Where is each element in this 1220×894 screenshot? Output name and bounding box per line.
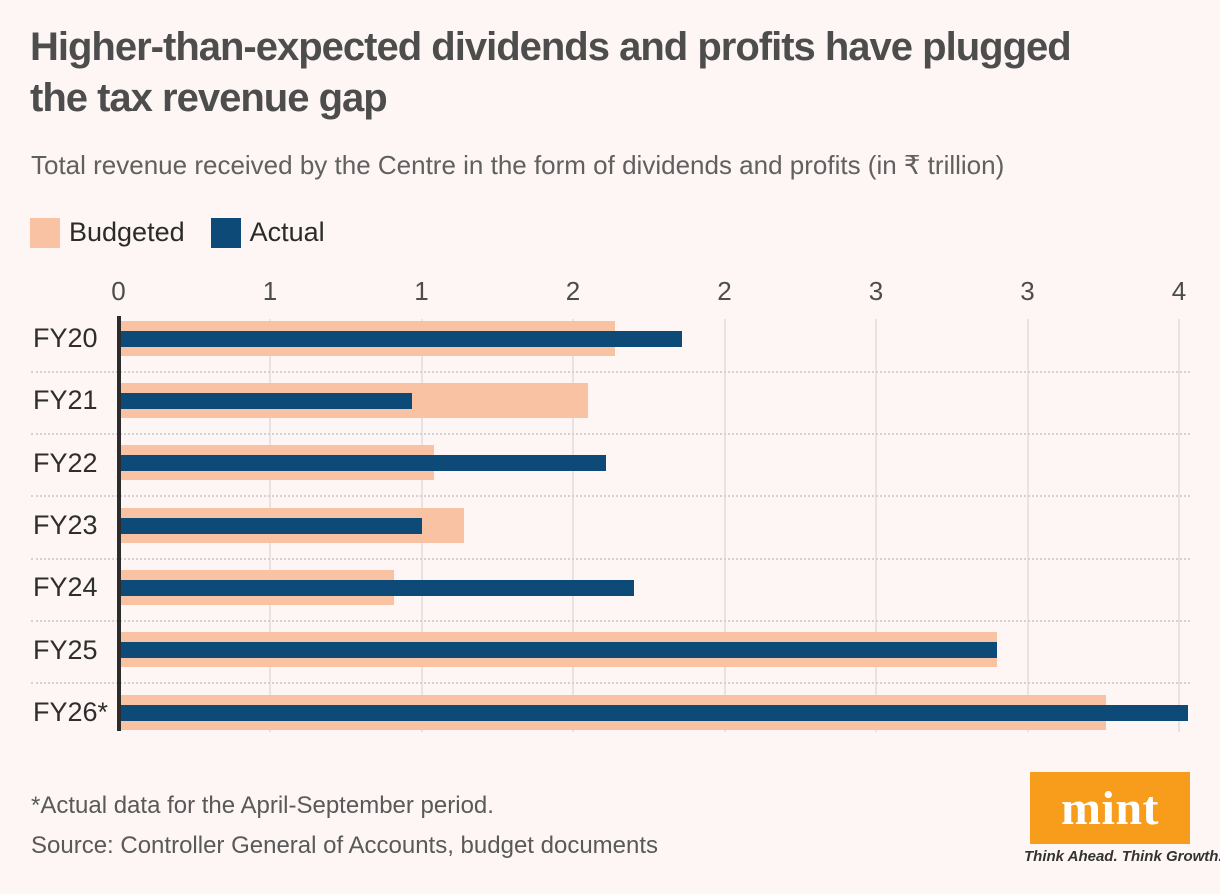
bar-actual xyxy=(118,455,607,472)
footnote: *Actual data for the April-September per… xyxy=(31,792,494,819)
x-gridline xyxy=(572,319,574,732)
chart-subtitle: Total revenue received by the Centre in … xyxy=(31,150,1005,180)
mint-logo: mint xyxy=(1030,772,1190,844)
legend-label-budgeted: Budgeted xyxy=(69,217,185,247)
x-tick-label: 3 xyxy=(1020,276,1035,306)
x-tick-label: 4 xyxy=(1171,276,1187,306)
legend: Budgeted Actual xyxy=(30,217,325,248)
legend-item-budgeted: Budgeted xyxy=(30,217,185,248)
x-gridline xyxy=(875,319,877,732)
category-label: FY26* xyxy=(33,697,109,728)
page-title: Higher-than-expected dividends and profi… xyxy=(30,22,1190,124)
x-tick-label: 1 xyxy=(262,276,278,306)
category-label: FY25 xyxy=(33,634,98,665)
row-separator xyxy=(31,682,1190,685)
chart-row: FY26* xyxy=(0,692,1220,755)
category-label: FY23 xyxy=(33,510,98,541)
x-tick-label: 0 xyxy=(111,276,126,306)
y-axis-line xyxy=(116,316,121,731)
x-tick-label: 2 xyxy=(565,276,581,306)
bar-actual xyxy=(118,330,683,347)
page-title-line1: Higher-than-expected dividends and profi… xyxy=(30,25,1072,69)
mint-logo-text: mint xyxy=(1061,781,1159,835)
bar-actual xyxy=(118,393,413,410)
bar-actual xyxy=(118,517,422,534)
row-separator xyxy=(31,370,1190,373)
category-label: FY20 xyxy=(33,323,98,353)
bar-actual xyxy=(118,642,998,659)
chart-row: FY20 xyxy=(0,318,1220,381)
x-tick-label: 2 xyxy=(717,276,732,306)
mint-tagline: Think Ahead. Think Growth. xyxy=(1024,848,1220,865)
budgeted-swatch-icon xyxy=(30,217,60,248)
legend-label-actual: Actual xyxy=(249,217,325,247)
chart-row: FY25 xyxy=(0,630,1220,693)
x-gridline xyxy=(1178,319,1180,732)
x-tick-label: 3 xyxy=(868,276,884,306)
bar-chart: 0 1 1 2 2 3 3 4 FY20 FY21 FY22 FY23 FY24 FY25 FY26* xyxy=(0,270,1220,750)
x-gridline xyxy=(723,319,726,732)
x-gridline xyxy=(1026,319,1029,732)
chart-row: FY22 xyxy=(0,443,1220,506)
category-label: FY21 xyxy=(33,385,98,416)
page-title-line2: the tax revenue gap xyxy=(30,76,388,120)
chart-row: FY23 xyxy=(0,505,1220,568)
category-label: FY24 xyxy=(33,572,98,603)
row-separator xyxy=(31,620,1190,623)
x-tick-label: 1 xyxy=(414,276,429,306)
row-separator xyxy=(31,557,1190,560)
bar-actual xyxy=(118,704,1189,721)
legend-item-actual: Actual xyxy=(210,217,325,248)
bar-actual xyxy=(118,580,634,597)
row-separator xyxy=(31,495,1190,498)
row-separator xyxy=(31,433,1190,436)
category-label: FY22 xyxy=(33,447,98,478)
actual-swatch-icon xyxy=(210,217,241,248)
chart-row: FY24 xyxy=(0,567,1220,630)
source-credit: Source: Controller General of Accounts, … xyxy=(31,832,659,859)
chart-row: FY21 xyxy=(0,380,1220,443)
